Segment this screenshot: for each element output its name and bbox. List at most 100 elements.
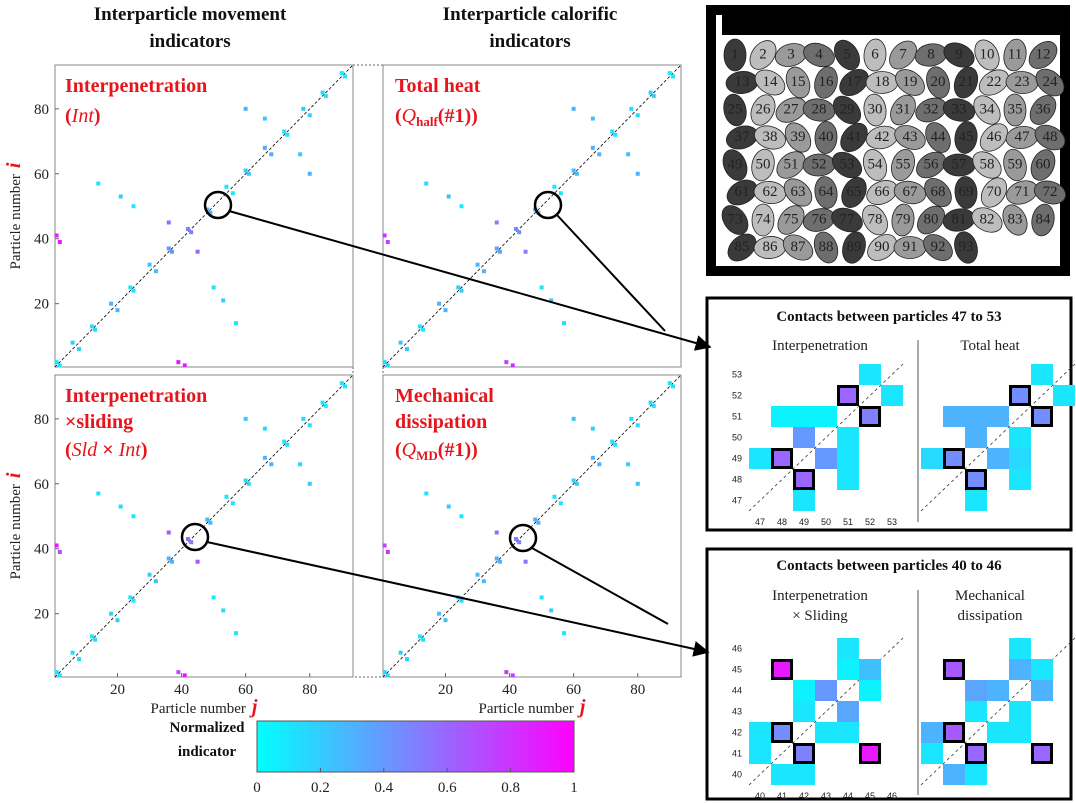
contact-cell <box>793 427 815 448</box>
particle <box>863 38 887 72</box>
contact-cell <box>1031 659 1053 680</box>
contact-cell <box>342 384 347 389</box>
particle-label: 76 <box>812 212 828 228</box>
zoom-subtitle: Total heat <box>960 338 1020 354</box>
contact-cell <box>405 347 410 352</box>
contact-cell <box>494 556 499 561</box>
contact-cell <box>837 701 859 722</box>
particle-label: 31 <box>896 102 911 118</box>
contact-cell <box>510 673 515 678</box>
contact-cell <box>837 722 859 743</box>
contact-cell <box>182 673 187 678</box>
particle <box>750 94 776 126</box>
particle <box>785 66 811 99</box>
particle-label: 52 <box>812 157 827 173</box>
contact-cell <box>421 637 426 642</box>
highlighted-cell <box>771 448 793 469</box>
particle-label: 2 <box>759 47 767 63</box>
contact-cell <box>243 478 248 483</box>
particle-label: 25 <box>728 102 743 118</box>
particle <box>1028 41 1058 69</box>
particle <box>802 98 836 122</box>
particle-label: 42 <box>875 129 890 145</box>
contact-cell <box>1009 427 1031 448</box>
diagonal <box>382 64 682 368</box>
contact-cell <box>96 491 101 496</box>
contact-cell <box>815 406 837 427</box>
contact-cell <box>89 634 94 639</box>
contact-cell <box>749 722 771 743</box>
contact-cell <box>987 406 1009 427</box>
particle-label: 22 <box>987 74 1002 90</box>
contact-cell <box>749 743 771 764</box>
particle <box>891 149 915 181</box>
highlighted-cell <box>793 469 815 490</box>
y-tick-label: 20 <box>34 297 49 313</box>
contact-cell <box>131 514 136 519</box>
contact-cell <box>70 650 75 655</box>
zoom-subtitle: × Sliding <box>792 608 848 624</box>
contact-cell <box>70 340 75 345</box>
particle <box>862 204 888 236</box>
contact-cell <box>118 504 123 509</box>
particle-label: 9 <box>955 47 963 63</box>
column-header: indicators <box>149 31 230 52</box>
particle <box>814 121 838 154</box>
x-tick-label: 41 <box>777 791 787 801</box>
contact-cell <box>243 106 248 111</box>
particle <box>924 178 952 207</box>
particle <box>973 95 1001 125</box>
contact-cell <box>590 116 595 121</box>
contact-cell <box>456 285 461 290</box>
contact-cell <box>189 540 194 545</box>
contact-cell <box>339 381 344 386</box>
callout-arrow <box>228 210 712 351</box>
y-tick-label: 46 <box>732 644 742 654</box>
contact-cell <box>558 501 563 506</box>
panel-title: (Int) <box>65 105 101 127</box>
panel-gap <box>352 64 384 678</box>
contact-cell <box>398 340 403 345</box>
x-tick-label: 20 <box>110 682 125 698</box>
particle-label: 37 <box>735 129 751 145</box>
particle <box>893 180 927 205</box>
zoom-subtitle: Interpenetration <box>772 588 868 604</box>
particle <box>784 122 812 153</box>
contact-cell <box>815 448 837 469</box>
particle-label: 65 <box>847 184 862 200</box>
particle <box>1034 124 1066 151</box>
particle <box>726 179 758 206</box>
particle-label: 71 <box>1015 184 1030 200</box>
particle-label: 13 <box>735 74 750 90</box>
particle-label: 3 <box>787 47 795 63</box>
contact-cell <box>552 494 557 499</box>
colorbar-axis: 0 0.2 0.4 0.6 0.8 1 <box>253 768 578 796</box>
contact-cell <box>533 517 538 522</box>
contact-cell <box>185 226 190 231</box>
contact-cell <box>459 288 464 293</box>
callout-circle <box>203 190 233 220</box>
particle-label: 80 <box>924 212 939 228</box>
contact-cell <box>93 327 98 332</box>
particle-label: 75 <box>784 212 799 228</box>
particle-label: 61 <box>735 184 750 200</box>
contact-cell <box>1009 722 1031 743</box>
particle <box>1031 203 1055 237</box>
title-part: Q <box>402 105 417 127</box>
title-part: half <box>416 114 438 129</box>
label-part: Particle number <box>151 701 246 717</box>
contact-cell <box>965 680 987 701</box>
particle <box>1033 180 1067 205</box>
colorbar-title: indicator <box>178 744 237 760</box>
y-tick-label: 44 <box>732 686 742 696</box>
particle-label: 28 <box>812 102 827 118</box>
particle-label: 60 <box>1036 157 1051 173</box>
contact-cell <box>262 145 267 150</box>
title-part: ( <box>395 439 402 461</box>
y-tick-label: 40 <box>732 770 742 780</box>
particle <box>978 69 1010 96</box>
contact-cell <box>57 549 62 554</box>
contact-cell <box>234 631 239 636</box>
contact-cell <box>147 572 152 577</box>
